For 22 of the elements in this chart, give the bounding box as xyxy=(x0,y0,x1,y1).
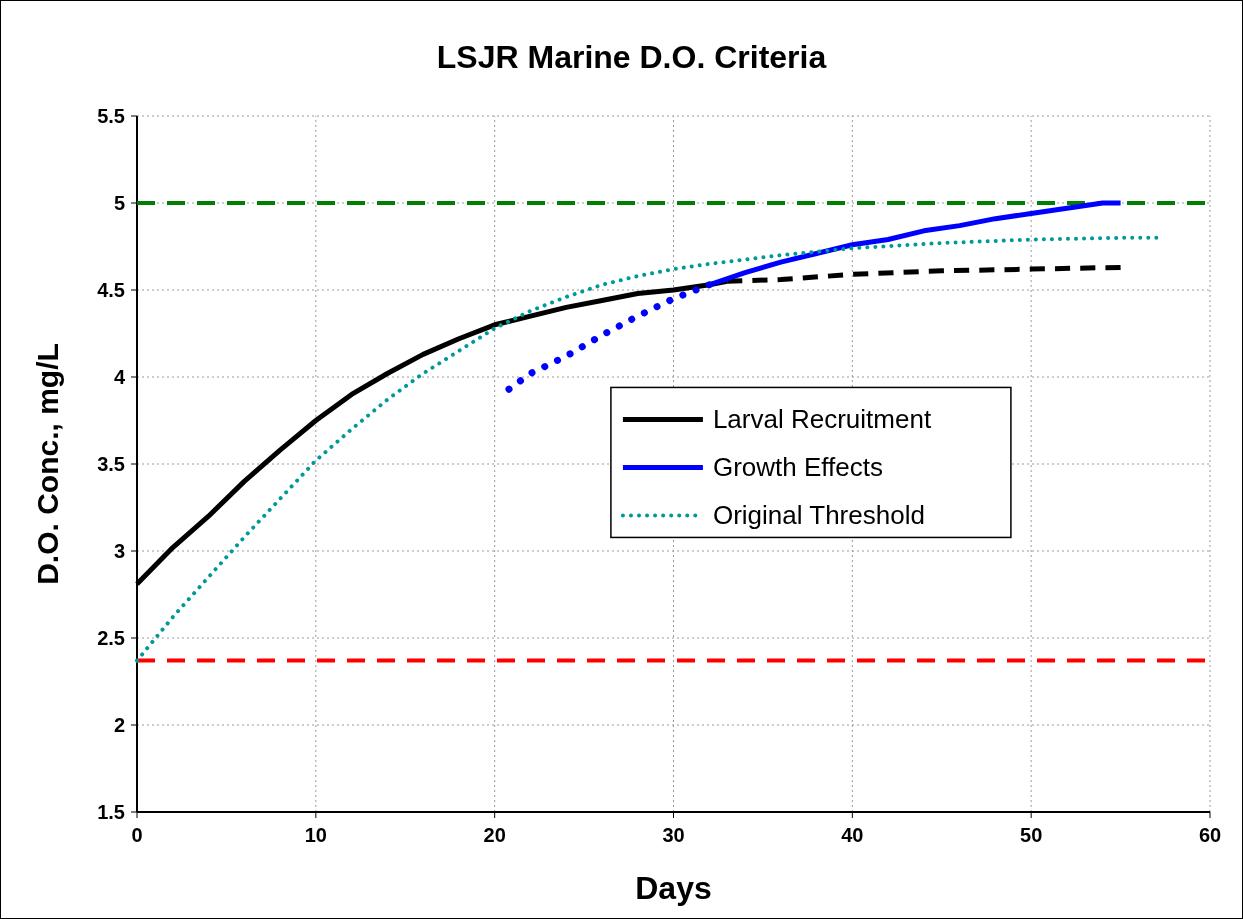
y-tick-label: 3.5 xyxy=(97,453,125,475)
y-tick-label: 1.5 xyxy=(97,801,125,823)
x-tick-label: 10 xyxy=(304,824,327,846)
y-tick-label: 5 xyxy=(113,192,125,214)
x-tick-label: 60 xyxy=(1198,824,1222,846)
legend-label: Original Threshold xyxy=(712,500,925,531)
legend-label: Growth Effects xyxy=(712,452,883,483)
x-tick-label: 50 xyxy=(1020,824,1043,846)
x-tick-label: 0 xyxy=(131,824,143,846)
x-axis-title: Days xyxy=(635,870,712,906)
y-tick-label: 4 xyxy=(113,366,126,388)
chart-title: LSJR Marine D.O. Criteria xyxy=(436,39,827,75)
y-tick-label: 2.5 xyxy=(97,627,125,649)
legend-label: Larval Recruitment xyxy=(712,404,932,435)
x-tick-label: 40 xyxy=(841,824,864,846)
x-tick-label: 30 xyxy=(662,824,685,846)
y-tick-label: 4.5 xyxy=(97,279,125,301)
y-tick-label: 3 xyxy=(113,540,125,562)
y-axis-title: D.O. Conc., mg/L xyxy=(31,343,64,585)
y-tick-label: 2 xyxy=(113,714,125,736)
x-tick-label: 20 xyxy=(483,824,506,846)
y-tick-label: 5.5 xyxy=(97,105,125,127)
